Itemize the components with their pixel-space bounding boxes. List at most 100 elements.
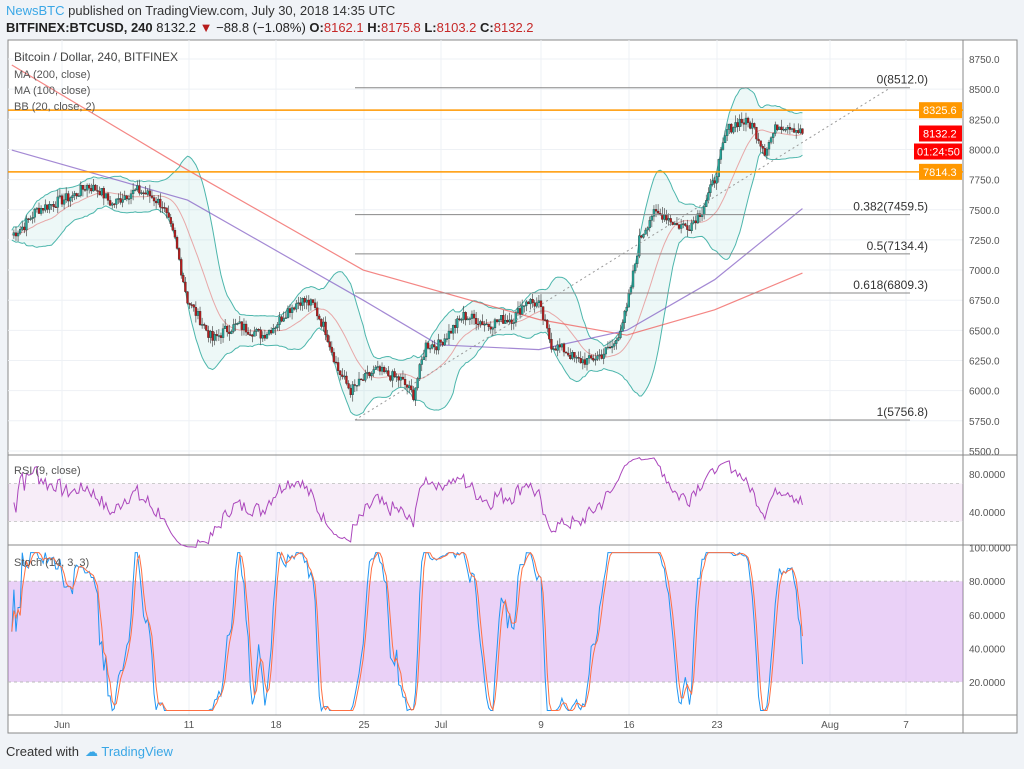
candle: [349, 387, 352, 395]
candle: [81, 185, 85, 190]
candle: [692, 220, 695, 224]
x-tick-label: 7: [903, 720, 909, 731]
candle: [44, 204, 47, 211]
x-tick-label: 18: [270, 720, 282, 731]
candle: [638, 235, 641, 257]
candle: [247, 331, 250, 335]
candle: [313, 302, 317, 308]
candle: [623, 310, 626, 323]
candle: [776, 124, 779, 130]
candle: [510, 319, 513, 324]
candle: [31, 217, 34, 219]
candle: [148, 190, 152, 196]
candle: [125, 195, 128, 200]
candle: [644, 229, 647, 235]
candle: [590, 355, 593, 359]
candle: [129, 193, 133, 199]
price-tag: [919, 163, 962, 180]
publisher-link[interactable]: NewsBTC: [6, 3, 65, 18]
candle: [579, 358, 582, 364]
candle: [144, 192, 147, 195]
candle: [782, 129, 785, 131]
candle: [217, 335, 221, 337]
candle: [359, 378, 363, 381]
candle: [403, 379, 407, 385]
rsi-title: RSI (9, close): [14, 465, 81, 477]
candle: [744, 117, 748, 125]
candle: [523, 305, 526, 307]
candle: [778, 126, 781, 130]
candle: [717, 159, 720, 177]
y-tick-label: 6750.0: [969, 296, 1000, 307]
candle: [203, 324, 206, 326]
candle: [554, 348, 557, 351]
candle: [159, 198, 162, 208]
candle: [474, 318, 478, 325]
candle: [749, 122, 752, 129]
candle: [267, 330, 271, 335]
candle: [772, 133, 775, 138]
candle: [88, 184, 91, 189]
candle: [719, 149, 723, 160]
candle: [721, 142, 725, 150]
candle: [223, 325, 227, 329]
candle: [77, 195, 80, 197]
candle: [336, 362, 340, 371]
x-tick-label: 9: [538, 720, 544, 731]
x-tick-label: Jun: [54, 720, 70, 731]
candle: [397, 376, 400, 381]
stoch-k-line: [11, 552, 803, 713]
candle: [60, 195, 64, 205]
candle: [389, 375, 392, 381]
candle: [25, 218, 28, 231]
close-value: 8132.2: [493, 20, 534, 35]
candle: [198, 311, 202, 325]
candle: [274, 327, 277, 330]
candle: [194, 307, 198, 316]
candle: [131, 189, 135, 194]
candle: [583, 359, 587, 365]
candle: [69, 197, 72, 202]
candle: [232, 324, 235, 332]
stoch-tick: 80.0000: [969, 577, 1006, 588]
candle: [316, 307, 319, 317]
candle: [592, 358, 595, 361]
o-label: O:: [309, 20, 324, 35]
candle: [602, 353, 605, 359]
candle: [792, 128, 796, 133]
candle: [656, 211, 660, 214]
candle: [351, 384, 354, 395]
candle: [512, 322, 515, 324]
y-tick-label: 7250.0: [969, 236, 1000, 247]
candle: [606, 346, 610, 349]
candle: [150, 195, 154, 198]
candle: [182, 275, 185, 283]
candle: [242, 323, 246, 330]
candle: [83, 189, 87, 191]
candle: [610, 345, 614, 348]
countdown-label: 01:24:50: [917, 147, 960, 159]
candle: [650, 216, 653, 221]
candle: [157, 198, 160, 204]
candle: [665, 214, 668, 221]
candle: [585, 358, 589, 365]
candle: [253, 331, 256, 337]
candle: [774, 124, 777, 134]
candle: [525, 301, 528, 306]
candle: [46, 204, 49, 210]
candle: [138, 185, 141, 194]
candle: [654, 209, 658, 212]
candle: [527, 301, 530, 305]
candle: [439, 339, 442, 343]
h-label: H:: [367, 20, 381, 35]
fib-label: 0.382(7459.5): [853, 200, 928, 214]
candle: [309, 299, 313, 306]
candle: [646, 227, 649, 231]
tradingview-link[interactable]: ☁ TradingView: [85, 744, 173, 759]
candle: [625, 306, 628, 312]
candle: [142, 192, 145, 194]
candle: [200, 324, 204, 326]
candle: [127, 198, 131, 200]
candle: [558, 344, 561, 348]
